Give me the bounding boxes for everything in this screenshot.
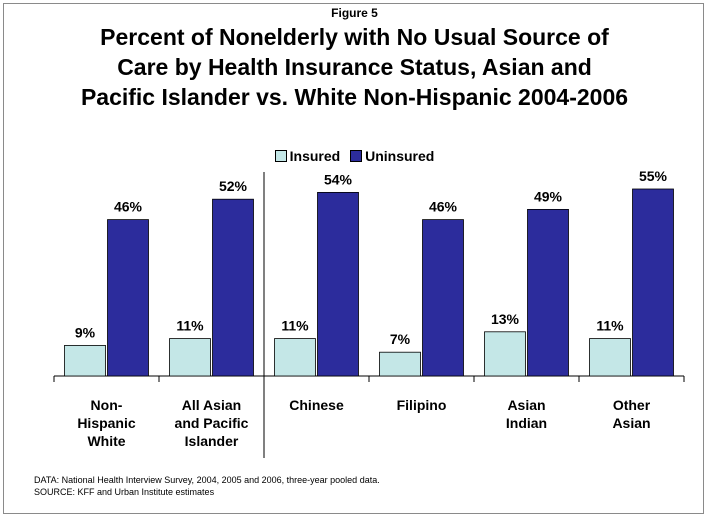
- data-label-insured: 11%: [281, 318, 309, 334]
- bar-insured: [169, 338, 211, 377]
- category-label: Islander: [185, 433, 239, 449]
- bar-uninsured: [107, 219, 149, 377]
- bar-uninsured: [632, 188, 674, 377]
- data-label-uninsured: 46%: [114, 199, 143, 215]
- category-label: Other: [613, 397, 651, 413]
- data-note: DATA: National Health Interview Survey, …: [34, 475, 380, 485]
- data-label-insured: 13%: [491, 311, 520, 327]
- data-label-insured: 11%: [596, 318, 624, 334]
- category-label: Chinese: [289, 397, 344, 413]
- bar-insured: [379, 351, 421, 377]
- data-label-uninsured: 49%: [534, 188, 563, 204]
- category-label: White: [87, 433, 125, 449]
- data-label-insured: 7%: [390, 331, 411, 347]
- title-line: Care by Health Insurance Status, Asian a…: [117, 54, 592, 80]
- bar-uninsured: [527, 208, 569, 377]
- bar-insured: [589, 338, 631, 377]
- legend: Insured Uninsured: [0, 147, 709, 164]
- category-label: All Asian: [182, 397, 241, 413]
- legend-label-uninsured: Uninsured: [365, 148, 435, 165]
- title-line: Percent of Nonelderly with No Usual Sour…: [100, 24, 609, 50]
- data-label-uninsured: 55%: [639, 168, 668, 184]
- bar-uninsured: [422, 219, 464, 377]
- legend-swatch-uninsured: [350, 150, 363, 163]
- title-line: Pacific Islander vs. White Non-Hispanic …: [80, 84, 629, 110]
- category-label: Indian: [506, 415, 547, 431]
- category-label: Non-: [91, 397, 123, 413]
- bar-uninsured: [317, 191, 359, 377]
- source-note: SOURCE: KFF and Urban Institute estimate…: [34, 487, 215, 497]
- data-label-uninsured: 54%: [324, 171, 353, 187]
- bar-uninsured: [212, 198, 254, 377]
- legend-item-uninsured: Uninsured: [350, 148, 434, 164]
- data-label-uninsured: 52%: [219, 178, 248, 194]
- bar-insured: [64, 344, 106, 377]
- figure-label: Figure 5: [331, 6, 378, 20]
- legend-item-insured: Insured: [274, 148, 341, 165]
- legend-swatch-insured: [274, 150, 287, 163]
- category-label: and Pacific: [175, 415, 249, 431]
- data-label-uninsured: 46%: [429, 199, 458, 215]
- category-label: Hispanic: [77, 415, 136, 431]
- data-label-insured: 11%: [176, 318, 204, 334]
- legend-label-insured: Insured: [289, 148, 341, 165]
- category-label: Asian: [507, 397, 545, 413]
- category-label: Asian: [612, 415, 650, 431]
- category-label: Filipino: [397, 397, 447, 413]
- data-label-insured: 9%: [75, 324, 96, 340]
- bar-insured: [484, 331, 526, 377]
- bar-insured: [274, 338, 316, 377]
- chart-title: Percent of Nonelderly with No Usual Sour…: [20, 22, 689, 112]
